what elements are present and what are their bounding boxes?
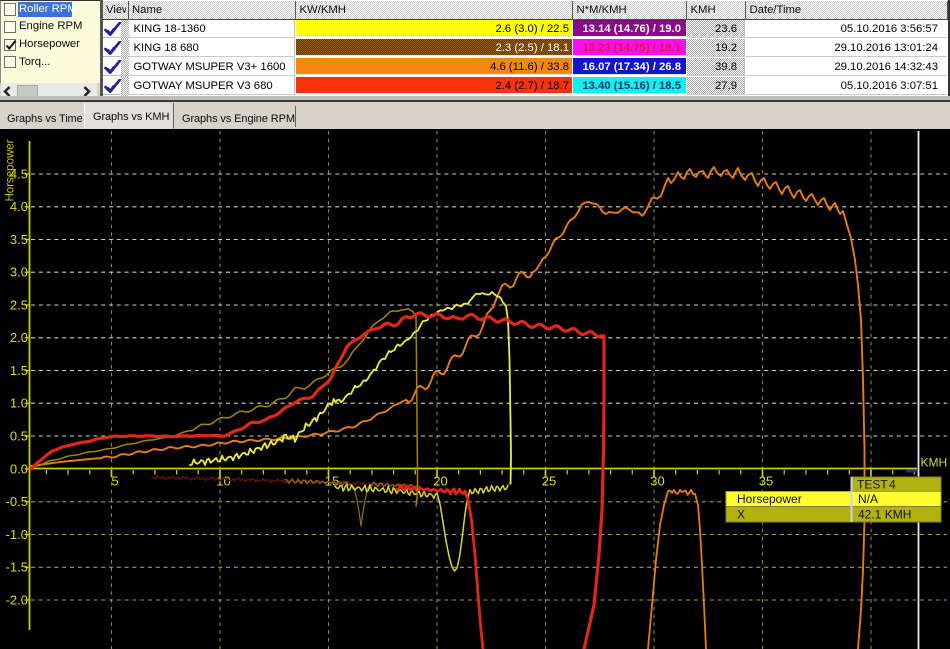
svg-text:4.5: 4.5 xyxy=(10,166,28,181)
svg-text:3.5: 3.5 xyxy=(10,232,28,247)
svg-text:TEST: TEST xyxy=(857,478,888,492)
svg-text:Horsepower: Horsepower xyxy=(5,139,17,201)
svg-text:4: 4 xyxy=(889,478,896,492)
svg-text:0.5: 0.5 xyxy=(10,428,28,443)
svg-text:1.5: 1.5 xyxy=(10,363,28,378)
svg-text:4.0: 4.0 xyxy=(10,199,28,214)
svg-text:X: X xyxy=(737,508,745,522)
svg-text:3.0: 3.0 xyxy=(10,265,28,280)
svg-text:-1.0: -1.0 xyxy=(6,527,28,542)
svg-text:25: 25 xyxy=(542,474,556,489)
svg-text:2.0: 2.0 xyxy=(10,330,28,345)
svg-text:-0.5: -0.5 xyxy=(6,494,28,509)
svg-text:10: 10 xyxy=(216,474,230,489)
svg-text:20: 20 xyxy=(433,474,447,489)
svg-text:-2.0: -2.0 xyxy=(6,592,28,607)
svg-text:N/A: N/A xyxy=(858,492,878,506)
svg-text:42.1 KMH: 42.1 KMH xyxy=(858,508,911,522)
svg-text:-1.5: -1.5 xyxy=(6,560,28,575)
svg-text:1.0: 1.0 xyxy=(10,396,28,411)
svg-text:KMH: KMH xyxy=(921,456,948,470)
svg-text:Horsepower: Horsepower xyxy=(737,492,802,506)
svg-text:35: 35 xyxy=(759,474,773,489)
svg-text:0.0: 0.0 xyxy=(10,461,28,476)
svg-text:5: 5 xyxy=(111,474,118,489)
svg-text:30: 30 xyxy=(650,474,664,489)
svg-text:2.5: 2.5 xyxy=(10,297,28,312)
